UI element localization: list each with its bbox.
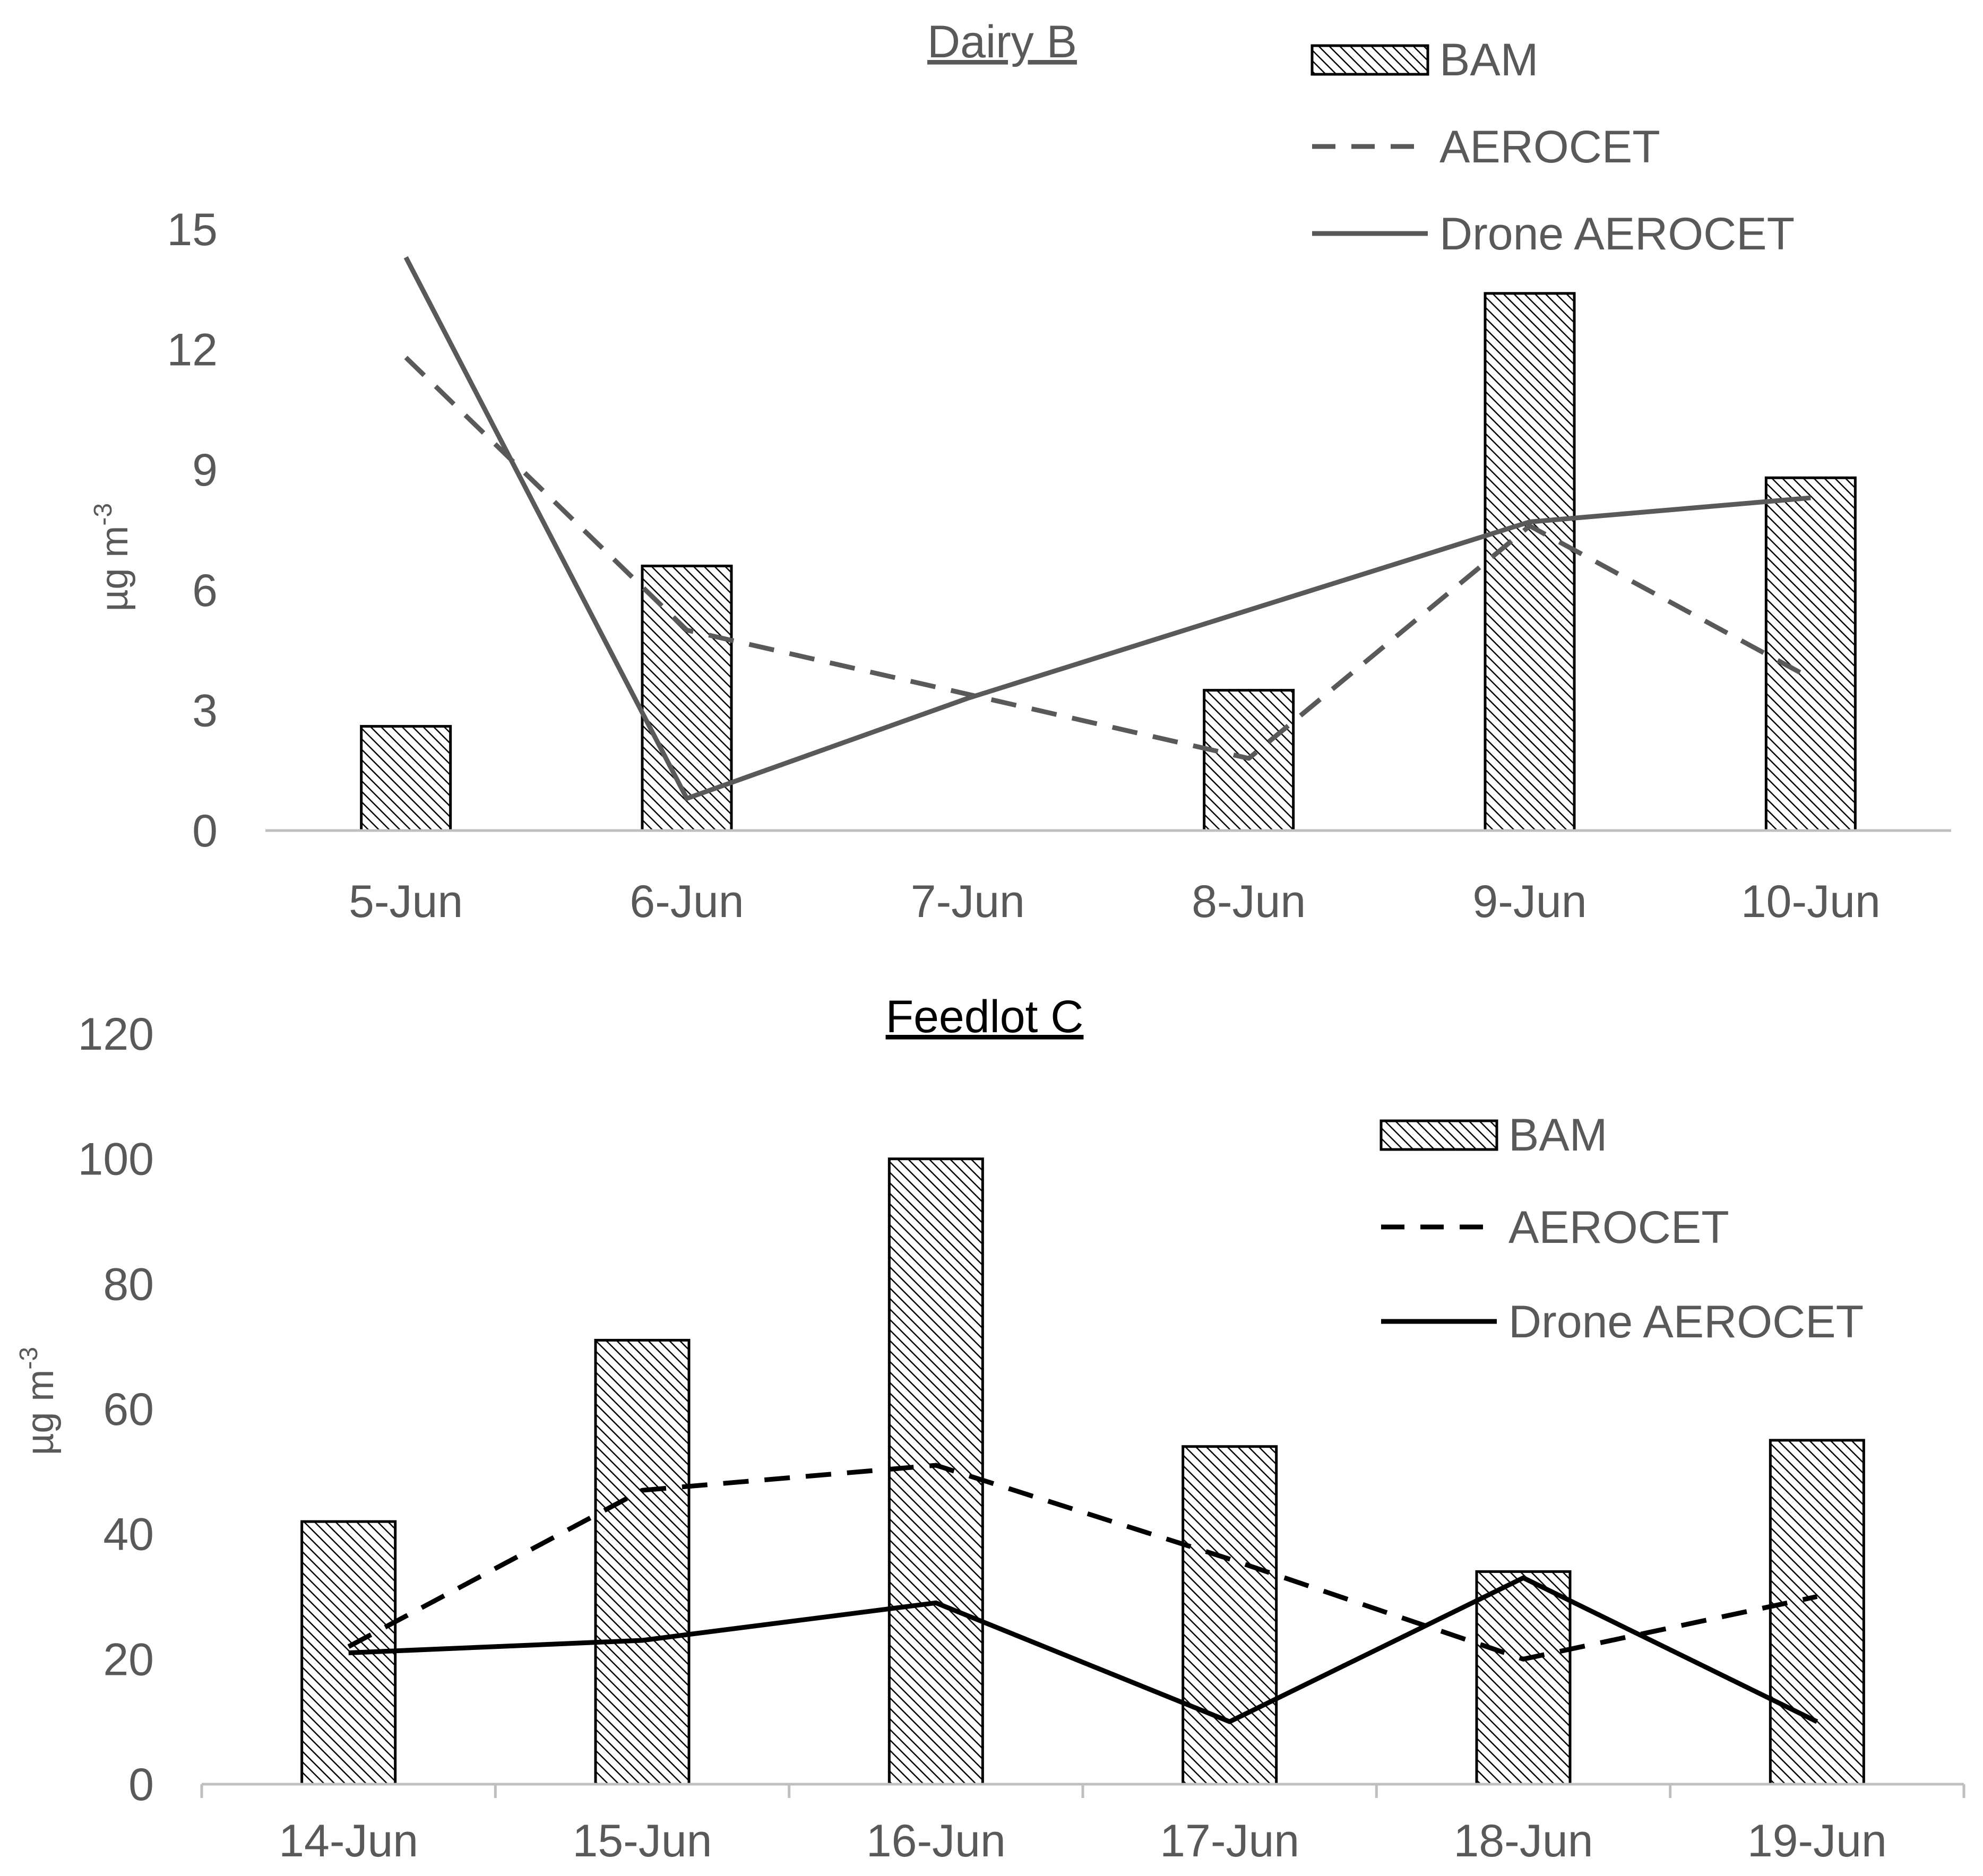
bar-bam-10-Jun [1764, 476, 1857, 832]
y-tick-label: 9 [192, 445, 218, 496]
x-tick-label: 5-Jun [349, 876, 463, 927]
y-tick-label: 12 [167, 325, 218, 376]
chart-title: Dairy B [927, 16, 1077, 67]
x-tick-label: 6-Jun [630, 876, 744, 927]
x-tick-label: 14-Jun [279, 1816, 418, 1866]
x-tick-label: 15-Jun [573, 1816, 712, 1866]
series-line-aerocet [404, 356, 1812, 761]
series-line-aerocet [347, 1463, 1818, 1662]
x-tick-label: 19-Jun [1747, 1816, 1887, 1866]
x-tick-label: 8-Jun [1192, 876, 1306, 927]
y-tick-label: 15 [167, 204, 218, 255]
legend-aerocet-label: AEROCET [1508, 1202, 1729, 1253]
legend-bam-swatch [1310, 44, 1429, 76]
bar-bam-16-Jun [887, 1157, 984, 1786]
legend-bam-swatch [1380, 1119, 1498, 1151]
y-tick-label: 40 [103, 1509, 154, 1560]
legend-bam-label: BAM [1439, 34, 1538, 85]
y-tick-label: 20 [103, 1634, 154, 1685]
y-tick-label: 100 [78, 1134, 154, 1185]
y-tick-label: 3 [192, 685, 218, 736]
chart-2: 0 20 40 60 80 100 120 14-Jun 15-Jun 16-Jun 17-Jun 1… [15, 991, 1965, 1866]
y-tick-label: 6 [192, 565, 218, 616]
x-tick-label: 10-Jun [1741, 876, 1881, 927]
bar-bam-15-Jun [594, 1338, 691, 1786]
x-tick-label: 16-Jun [866, 1816, 1006, 1866]
bar-bam-19-Jun [1769, 1439, 1865, 1786]
bar-bam-18-Jun [1475, 1570, 1572, 1786]
y-tick-label: 120 [78, 1009, 154, 1060]
bar-bam-9-Jun [1484, 292, 1576, 832]
legend-drone-aerocet-label: Drone AEROCET [1508, 1296, 1864, 1347]
y-tick-label: 80 [103, 1259, 154, 1310]
y-axis-label: µg m-3 [89, 503, 136, 611]
y-tick-label: 0 [128, 1759, 154, 1810]
y-tick-label: 60 [103, 1384, 154, 1435]
legend-aerocet-label: AEROCET [1439, 122, 1660, 172]
bar-bam-5-Jun [360, 725, 452, 832]
series-line-drone-aerocet [348, 1575, 1818, 1724]
x-tick-label: 7-Jun [911, 876, 1025, 927]
series-line-drone-aerocet [403, 256, 1811, 801]
bar-bam-17-Jun [1182, 1445, 1278, 1786]
y-axis-label: µg m-3 [15, 1347, 62, 1455]
bar-bam-6-Jun [641, 564, 733, 832]
y-tick-label: 0 [192, 806, 218, 857]
legend-drone-aerocet-label: Drone AEROCET [1439, 209, 1795, 260]
chart-title: Feedlot C [886, 991, 1084, 1042]
x-tick-label: 17-Jun [1160, 1816, 1299, 1866]
x-tick-label: 9-Jun [1472, 876, 1587, 927]
legend-bam-label: BAM [1508, 1110, 1607, 1161]
x-tick-label: 18-Jun [1454, 1816, 1593, 1866]
chart-1: 0 3 6 9 12 15 5-Jun 6-Jun 7-Jun 8-Jun 9-Jun 10-Jun D… [89, 16, 1951, 927]
